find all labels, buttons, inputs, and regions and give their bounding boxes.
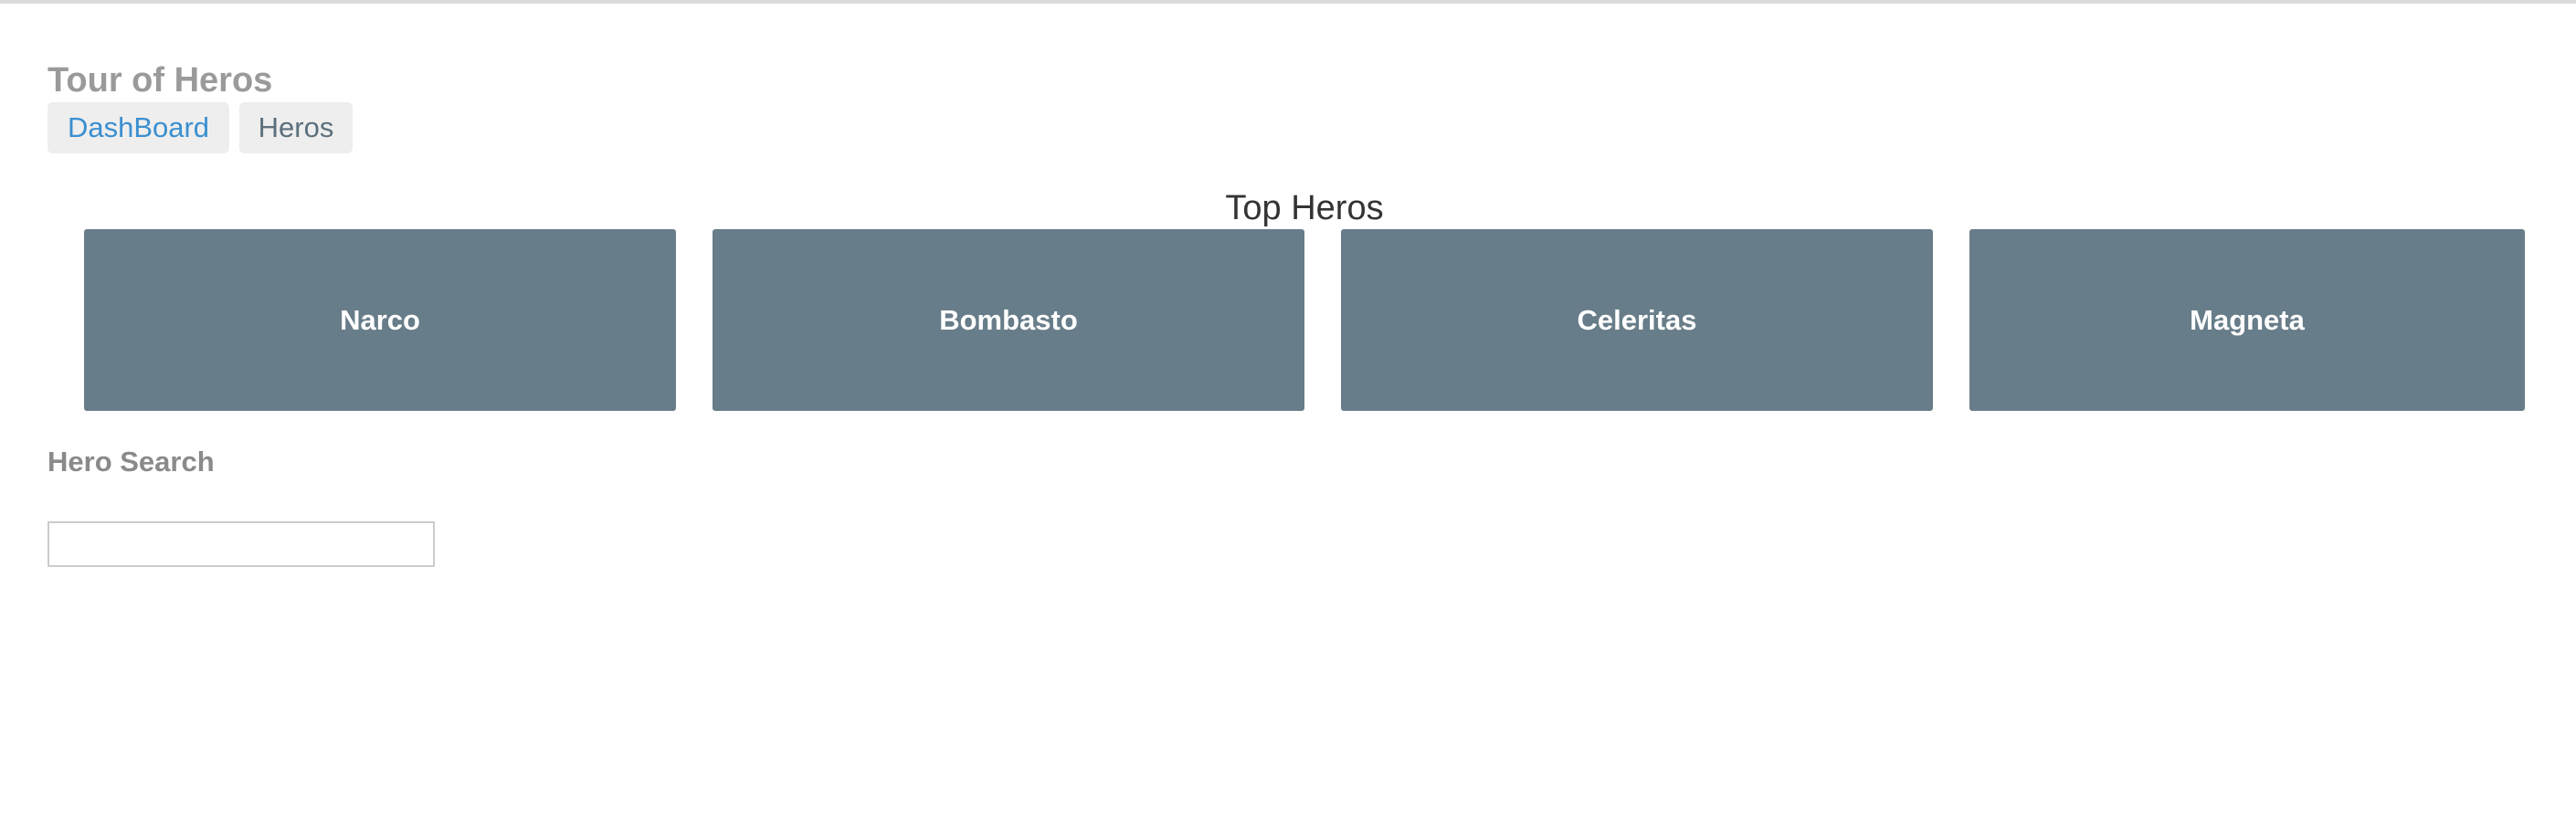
nav-link-dashboard[interactable]: DashBoard [48, 102, 229, 153]
app-title: Tour of Heros [48, 61, 273, 100]
hero-card-magneta[interactable]: Magneta [1969, 229, 2525, 411]
nav-link-heroes[interactable]: Heros [239, 102, 353, 153]
hero-card-bombasto[interactable]: Bombasto [713, 229, 1304, 411]
hero-name: Magneta [2190, 303, 2305, 336]
hero-name: Narco [340, 303, 420, 336]
hero-search-input[interactable] [48, 521, 435, 567]
top-divider [0, 0, 2576, 4]
hero-card-celeritas[interactable]: Celeritas [1341, 229, 1933, 411]
top-heroes-title: Top Heros [1225, 189, 1384, 227]
hero-name: Bombasto [939, 303, 1078, 336]
hero-search-title: Hero Search [48, 446, 215, 478]
hero-name: Celeritas [1577, 303, 1697, 336]
hero-card-narco[interactable]: Narco [84, 229, 676, 411]
top-heroes-grid: Narco Bombasto Celeritas Magneta [84, 229, 2525, 411]
